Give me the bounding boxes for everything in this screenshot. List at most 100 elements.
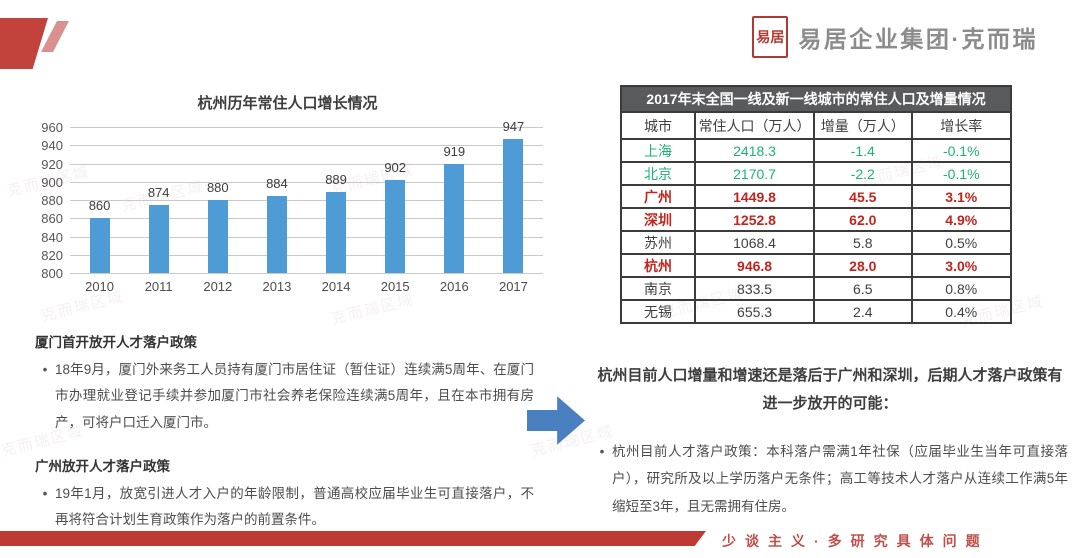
chart-plot-area: 800 820 840 860 880 900 920 940 960 860 874 880 884 8… — [41, 119, 543, 281]
table-cell-increase: -1.4 — [813, 138, 913, 163]
table-header-rate: 增长率 — [910, 111, 1013, 140]
bullet-icon — [592, 438, 612, 521]
table-cell-increase: 28.0 — [813, 253, 913, 278]
table-cell-city: 苏州 — [619, 230, 697, 255]
bullet-icon — [35, 357, 55, 436]
footer-red-bar — [0, 531, 706, 546]
policy-xiamen: 厦门首开放开人才落户政策 18年9月，厦门外来务工人员持有厦门市居住证（暂住证）… — [35, 331, 534, 436]
table-cell-population: 2418.3 — [694, 138, 816, 163]
table-cell-rate: 4.9% — [910, 207, 1013, 232]
table-cell-rate: -0.1% — [910, 161, 1013, 186]
y-axis-tick: 880 — [41, 193, 63, 208]
bar-value-label: 902 — [384, 159, 407, 175]
table-cell-increase: 45.5 — [813, 184, 913, 209]
table-row: 南京 833.5 6.5 0.8% — [619, 276, 1013, 301]
table-cell-population: 833.5 — [694, 276, 816, 301]
table-cell-population: 946.8 — [694, 253, 816, 278]
x-axis-tick: 2012 — [203, 279, 233, 294]
chart-title: 杭州历年常住人口增长情况 — [197, 95, 378, 112]
table-row: 深圳 1252.8 62.0 4.9% — [619, 207, 1013, 232]
chart-x-axis: 2010 2011 2012 2013 2014 2015 2016 2017 — [70, 279, 543, 299]
gridline — [70, 163, 543, 165]
bar — [385, 179, 406, 273]
x-axis-tick: 2017 — [498, 279, 528, 294]
company-logo-text: 易居企业集团·克而瑞 — [798, 26, 1038, 52]
policy-bullet-text: 19年1月，放宽引进人才入户的年龄限制，普通高校应届毕业生可直接落户，不再将符合… — [55, 485, 534, 528]
table-cell-increase: 2.4 — [813, 299, 913, 324]
policy-section: 厦门首开放开人才落户政策 18年9月，厦门外来务工人员持有厦门市居住证（暂住证）… — [35, 331, 534, 553]
bar — [326, 191, 347, 273]
table-cell-population: 655.3 — [694, 299, 816, 324]
y-axis-tick: 960 — [41, 120, 63, 135]
table-cell-increase: 62.0 — [813, 207, 913, 232]
table-cell-rate: 3.1% — [910, 184, 1013, 209]
table-row: 上海 2418.3 -1.4 -0.1% — [619, 138, 1013, 163]
table-row: 广州 1449.8 45.5 3.1% — [619, 184, 1013, 209]
bar — [266, 196, 287, 273]
table-cell-city: 杭州 — [619, 253, 697, 278]
x-axis-tick: 2014 — [321, 279, 351, 294]
y-axis-tick: 820 — [41, 247, 63, 263]
gridline — [70, 145, 543, 147]
table-cell-population: 1068.4 — [694, 230, 816, 255]
bar — [89, 218, 110, 273]
table-cell-rate: 3.0% — [910, 253, 1013, 278]
table-cell-city: 深圳 — [619, 207, 697, 232]
table-cell-population: 1449.8 — [694, 184, 816, 209]
policy-bullet: 18年9月，厦门外来务工人员持有厦门市居住证（暂住证）连续满5周年、在厦门市办理… — [35, 357, 534, 436]
bar — [503, 138, 524, 273]
x-axis-tick: 2015 — [380, 279, 410, 294]
company-seal-icon: 易居 — [752, 16, 789, 58]
y-axis-tick: 860 — [41, 211, 63, 227]
table-header-row: 城市 常住人口（万人） 增量（万人） 增长率 — [619, 111, 1013, 140]
y-axis-tick: 800 — [41, 266, 63, 281]
table-header-increase: 增量（万人） — [813, 111, 913, 140]
policy-bullet: 19年1月，放宽引进人才入户的年龄限制，普通高校应届毕业生可直接落户，不再将符合… — [35, 481, 534, 534]
bar-value-label: 919 — [443, 144, 466, 160]
bar — [444, 164, 465, 273]
table-cell-city: 广州 — [619, 184, 697, 209]
table-cell-increase: 6.5 — [813, 276, 913, 301]
table-row: 北京 2170.7 -2.2 -0.1% — [619, 161, 1013, 186]
bar-value-label: 860 — [88, 198, 111, 214]
policy-title: 广州放开人才落户政策 — [35, 458, 170, 474]
insight-bullet: 杭州目前人才落户政策：本科落户需满1年社保（应届毕业生当年可直接落户），研究所及… — [592, 438, 1068, 521]
table-row: 杭州 946.8 28.0 3.0% — [619, 253, 1013, 278]
bar — [148, 205, 169, 273]
table-row: 无锡 655.3 2.4 0.4% — [619, 299, 1013, 324]
table-cell-rate: 0.5% — [910, 230, 1013, 255]
insight-bullet-text: 杭州目前人才落户政策：本科落户需满1年社保（应届毕业生当年可直接落户），研究所及… — [612, 443, 1068, 514]
table-cell-city: 无锡 — [619, 299, 697, 324]
city-population-table: 2017年末全国一线及新一线城市的常住人口及增量情况 城市 常住人口（万人） 增… — [619, 85, 1013, 324]
table-cell-population: 2170.7 — [694, 161, 816, 186]
bullet-icon — [35, 481, 55, 534]
table-header-city: 城市 — [619, 111, 697, 140]
x-axis-tick: 2013 — [262, 279, 292, 294]
table-cell-city: 北京 — [619, 161, 697, 186]
right-arrow-icon — [527, 396, 585, 445]
bar-value-label: 880 — [206, 180, 229, 195]
gridline — [70, 181, 543, 183]
gridline — [70, 218, 543, 220]
table-cell-increase: 5.8 — [813, 230, 913, 255]
table-cell-increase: -2.2 — [813, 161, 913, 186]
gridline — [70, 200, 543, 201]
bar — [207, 200, 228, 273]
footer-slogan: 少谈主义·多研究具体问题 — [722, 533, 989, 549]
table-cell-rate: 0.4% — [910, 299, 1013, 324]
x-axis-tick: 2016 — [439, 279, 469, 294]
table-header-population: 常住人口（万人） — [694, 111, 816, 140]
gridline — [70, 254, 543, 256]
insight-heading: 杭州目前人口增量和增速还是落后于广州和深圳，后期人才落户政策有进一步放开的可能： — [597, 367, 1063, 412]
y-axis-tick: 920 — [41, 156, 63, 172]
x-axis-tick: 2010 — [85, 279, 115, 294]
table-cell-rate: -0.1% — [910, 138, 1013, 163]
company-logo: 易居 易居企业集团·克而瑞 — [752, 16, 1038, 58]
y-axis-tick: 900 — [41, 174, 63, 190]
bar-value-label: 947 — [502, 118, 525, 134]
population-bar-chart: 杭州历年常住人口增长情况 800 820 840 860 880 900 920 940 960… — [30, 92, 545, 322]
policy-title: 厦门首开放开人才落户政策 — [35, 335, 197, 350]
corner-decoration-red — [0, 18, 48, 69]
policy-bullet-text: 18年9月，厦门外来务工人员持有厦门市居住证（暂住证）连续满5周年、在厦门市办理… — [55, 362, 534, 430]
